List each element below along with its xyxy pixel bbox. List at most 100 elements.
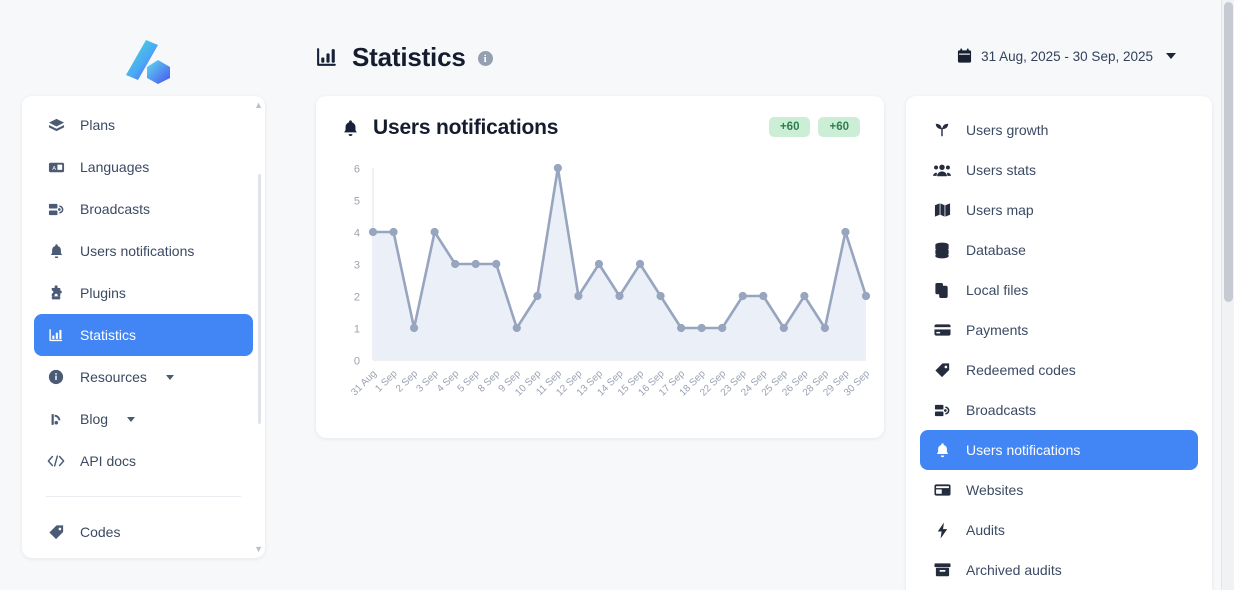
svg-text:8 Sep: 8 Sep xyxy=(476,368,503,395)
panel-item-redeemed-codes[interactable]: Redeemed codes xyxy=(920,350,1198,390)
sidebar-item-label: Blog xyxy=(80,411,109,427)
sidebar-item-label: Plans xyxy=(80,117,116,133)
chart-bars-icon xyxy=(315,45,340,70)
sidebar-item-users-notifications[interactable]: Users notifications xyxy=(34,230,253,272)
panel-item-label: Users map xyxy=(966,202,1034,218)
sidebar-item-label: Broadcasts xyxy=(80,201,151,217)
bell-icon xyxy=(342,119,359,138)
chevron-down-icon[interactable] xyxy=(127,416,136,422)
sidebar-divider xyxy=(46,496,241,497)
panel-item-archived-audits[interactable]: Archived audits xyxy=(920,550,1198,590)
sidebar-item-label: API docs xyxy=(80,453,137,469)
sidebar-item-api-docs[interactable]: API docs xyxy=(34,440,253,482)
panel-item-label: Users stats xyxy=(966,162,1037,178)
svg-text:6: 6 xyxy=(354,164,360,176)
languages-icon: A xyxy=(46,159,66,176)
tag-icon xyxy=(46,524,66,541)
panel-item-label: Database xyxy=(966,242,1026,258)
sidebar-item-label: Statistics xyxy=(80,327,137,343)
panel-item-users-stats[interactable]: Users stats xyxy=(920,150,1198,190)
status-badge: +60 xyxy=(768,117,811,137)
sidebar-item-label: Resources xyxy=(80,369,147,385)
broadcasts-icon xyxy=(46,201,66,218)
chart-bars-icon xyxy=(46,327,66,344)
panel-item-label: Local files xyxy=(966,282,1029,298)
panel-item-label: Users notifications xyxy=(966,442,1081,458)
svg-text:4 Sep: 4 Sep xyxy=(435,368,462,395)
date-range-picker[interactable]: 31 Aug, 2025 - 30 Sep, 2025 xyxy=(957,48,1176,64)
sidebar-scrollbar[interactable] xyxy=(258,174,261,424)
panel-item-label: Websites xyxy=(966,482,1024,498)
panel-item-label: Archived audits xyxy=(966,562,1062,578)
files-icon xyxy=(932,282,952,299)
top-bar: Statistics i 31 Aug, 2025 - 30 Sep, 2025 xyxy=(0,0,1234,96)
panel-item-payments[interactable]: Payments xyxy=(920,310,1198,350)
sidebar-item-plans[interactable]: Plans xyxy=(34,104,253,146)
sidebar-scroll-up-arrow[interactable]: ▲ xyxy=(254,100,263,110)
window-icon xyxy=(932,483,952,497)
sidebar-item-blog[interactable]: Blog xyxy=(34,398,253,440)
sidebar-item-label: Codes xyxy=(80,524,121,540)
page-title: Statistics xyxy=(352,42,466,72)
panel-item-audits[interactable]: Audits xyxy=(920,510,1198,550)
svg-text:1: 1 xyxy=(354,324,360,336)
blog-icon xyxy=(46,411,66,428)
left-sidebar[interactable]: Plans A Languages Broadcas xyxy=(22,96,265,558)
sidebar-item-languages[interactable]: A Languages xyxy=(34,146,253,188)
sidebar-item-label: Plugins xyxy=(80,285,126,301)
panel-item-users-growth[interactable]: Users growth xyxy=(920,110,1198,150)
panel-item-local-files[interactable]: Local files xyxy=(920,270,1198,310)
sidebar-item-codes[interactable]: Codes xyxy=(34,511,253,553)
map-icon xyxy=(932,202,952,218)
code-icon xyxy=(46,454,66,468)
svg-text:31 Aug: 31 Aug xyxy=(349,368,379,398)
info-icon[interactable]: i xyxy=(477,51,493,66)
page-title-group: Statistics i xyxy=(315,42,493,73)
credit-card-icon xyxy=(932,323,952,337)
svg-text:3 Sep: 3 Sep xyxy=(414,368,441,395)
svg-text:1 Sep: 1 Sep xyxy=(373,368,400,395)
card-title: Users notifications xyxy=(373,116,559,139)
users-icon xyxy=(932,162,952,178)
svg-text:3: 3 xyxy=(354,260,360,272)
sidebar-item-statistics[interactable]: Statistics xyxy=(34,314,253,356)
svg-text:A: A xyxy=(52,165,56,171)
panel-item-label: Users growth xyxy=(966,122,1049,138)
sidebar-item-resources[interactable]: Resources xyxy=(34,356,253,398)
panel-item-label: Payments xyxy=(966,322,1029,338)
window-scrollbar[interactable] xyxy=(1221,0,1234,590)
statistics-sections-panel[interactable]: Users growth Users stats Users map xyxy=(906,96,1212,590)
sidebar-item-label: Users notifications xyxy=(80,243,195,259)
bell-icon xyxy=(932,442,952,459)
tag-icon xyxy=(932,362,952,379)
panel-item-label: Redeemed codes xyxy=(966,362,1076,378)
svg-text:5 Sep: 5 Sep xyxy=(456,368,483,395)
panel-item-websites[interactable]: Websites xyxy=(920,470,1198,510)
bell-icon xyxy=(46,243,66,260)
scrollbar-thumb[interactable] xyxy=(1224,2,1233,302)
panel-item-label: Broadcasts xyxy=(966,402,1037,418)
date-range-label: 31 Aug, 2025 - 30 Sep, 2025 xyxy=(981,48,1153,64)
panel-item-users-notifications[interactable]: Users notifications xyxy=(920,430,1198,470)
sidebar-scroll-down-arrow[interactable]: ▼ xyxy=(254,544,263,554)
panel-item-users-map[interactable]: Users map xyxy=(920,190,1198,230)
sidebar-item-label: Languages xyxy=(80,159,150,175)
plugins-icon xyxy=(46,284,66,302)
svg-text:4: 4 xyxy=(354,228,360,240)
status-badge: +60 xyxy=(818,117,860,137)
svg-text:2: 2 xyxy=(354,292,360,304)
app-logo[interactable] xyxy=(118,36,176,86)
info-circle-icon xyxy=(46,369,66,385)
panel-item-broadcasts[interactable]: Broadcasts xyxy=(920,390,1198,430)
badge-group: +60 +60 xyxy=(768,117,860,137)
svg-text:2 Sep: 2 Sep xyxy=(394,368,421,395)
sidebar-item-plugins[interactable]: Plugins xyxy=(34,272,253,314)
sidebar-item-broadcasts[interactable]: Broadcasts xyxy=(34,188,253,230)
area-chart[interactable]: 0 1 2 3 4 5 6 31 Aug 1 Sep 2 Sep 3 Sep 4 Sep 5 Sep 8 … xyxy=(316,158,884,438)
chevron-down-icon[interactable] xyxy=(165,374,174,380)
plans-icon xyxy=(46,117,66,134)
chevron-down-icon[interactable] xyxy=(1166,53,1176,59)
panel-item-database[interactable]: Database xyxy=(920,230,1198,270)
bolt-icon xyxy=(932,521,952,539)
broadcasts-icon xyxy=(932,402,952,419)
